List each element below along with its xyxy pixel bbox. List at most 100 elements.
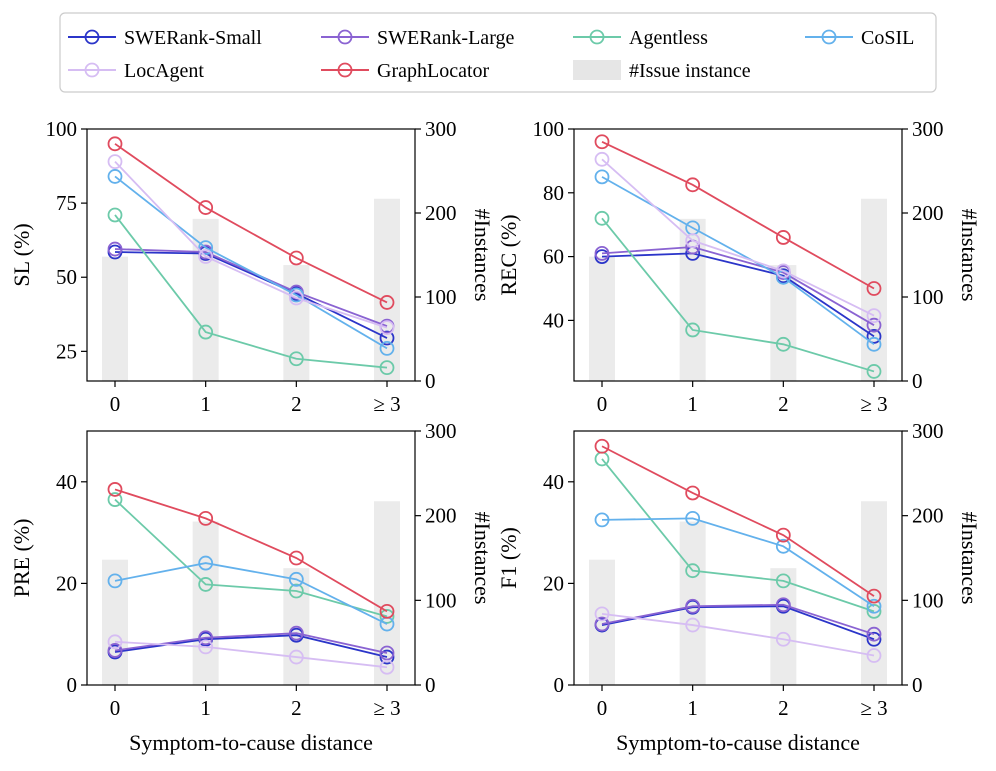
- data-point: [866, 308, 882, 324]
- instances-tick-label: 100: [425, 588, 457, 612]
- x-tick-label: 2: [291, 696, 302, 720]
- legend-label: SWERank-Large: [377, 27, 514, 49]
- series-line: [114, 562, 388, 625]
- x-tick-label: 1: [687, 696, 698, 720]
- instances-tick-label: 200: [425, 201, 457, 225]
- x-tick-label: 0: [597, 392, 608, 416]
- series-line: [601, 603, 875, 636]
- y-tick-label: 0: [67, 673, 78, 697]
- data-point: [594, 512, 610, 528]
- series-swerank-small: [594, 246, 882, 344]
- data-point: [379, 295, 395, 310]
- data-point: [288, 571, 304, 587]
- instance-bar: [861, 198, 887, 381]
- legend-entry-swerank-large: SWERank-Large: [321, 27, 514, 49]
- data-point: [775, 631, 791, 647]
- data-point: [107, 643, 123, 658]
- data-point: [288, 250, 304, 266]
- x-tick-label: 1: [687, 392, 698, 416]
- series-locagent: [594, 151, 882, 324]
- x-tick-label: ≥ 3: [860, 392, 887, 416]
- data-point: [107, 573, 123, 589]
- instance-bar: [192, 521, 219, 685]
- data-point: [594, 616, 610, 632]
- data-point: [288, 351, 304, 367]
- instance-bar: [374, 198, 400, 381]
- instances-tick-label: 300: [425, 117, 457, 141]
- instances-tick-label: 0: [425, 673, 436, 697]
- data-point: [107, 169, 123, 184]
- instance-bar: [102, 256, 128, 381]
- data-point: [594, 169, 610, 185]
- data-point: [685, 563, 701, 579]
- legend-swatch: [573, 60, 621, 80]
- panel-sl: 25 50 75 100 0 100 200 300 0 1 2 ≥ 3 SL (%) #Instance…: [9, 117, 495, 416]
- data-point: [198, 240, 214, 255]
- series-line: [601, 246, 875, 326]
- y-axis-label: F1 (%): [496, 527, 521, 589]
- data-point: [866, 626, 882, 642]
- instances-tick-label: 0: [425, 369, 436, 393]
- data-point: [198, 244, 214, 260]
- data-point: [379, 320, 395, 336]
- series-locagent: [107, 634, 395, 675]
- instance-bar: [770, 568, 797, 685]
- data-point: [775, 336, 791, 352]
- x-tick-label: 0: [110, 696, 121, 720]
- series-graphlocator: [594, 134, 882, 296]
- data-point: [288, 625, 304, 641]
- y-tick-label: 75: [56, 191, 77, 215]
- x-tick-label: 1: [200, 696, 211, 720]
- data-point: [107, 492, 123, 507]
- data-point: [288, 550, 304, 566]
- instances-tick-label: 200: [912, 504, 944, 528]
- legend-entry-agentless: Agentless: [573, 27, 708, 49]
- instance-bar: [861, 501, 887, 685]
- data-point: [775, 573, 791, 589]
- data-point: [198, 324, 214, 340]
- data-point: [775, 230, 791, 245]
- data-point: [866, 598, 882, 614]
- data-point: [379, 340, 395, 356]
- legend-marker: [337, 29, 353, 45]
- y-tick-label: 0: [554, 673, 565, 697]
- plot-frame: [573, 128, 903, 382]
- series-swerank-large: [107, 241, 395, 334]
- instances-tick-label: 300: [912, 117, 944, 141]
- plot-frame: [86, 128, 416, 382]
- x-tick-label: 0: [597, 696, 608, 720]
- legend-marker: [84, 62, 100, 78]
- series-line: [114, 498, 388, 618]
- y-axis-label: REC (%): [496, 214, 521, 295]
- series-agentless: [107, 207, 395, 376]
- data-point: [866, 648, 882, 663]
- x-tick-label: 2: [778, 696, 789, 720]
- data-point: [594, 134, 610, 150]
- instance-bar: [679, 521, 706, 685]
- plot-frame: [573, 430, 903, 686]
- y-tick-label: 40: [543, 308, 564, 332]
- series-line: [114, 175, 388, 350]
- series-line: [601, 217, 875, 373]
- series-line: [601, 517, 875, 608]
- panel-rec: 40 60 80 100 0 100 200 300 0 1 2 ≥ 3 REC (%) #Instanc…: [496, 117, 982, 416]
- legend-entry-graphlocator: GraphLocator: [321, 60, 490, 82]
- data-point: [198, 630, 214, 646]
- x-tick-label: 2: [291, 392, 302, 416]
- legend-label: CoSIL: [861, 27, 914, 49]
- data-point: [107, 154, 123, 170]
- data-point: [288, 649, 304, 665]
- data-point: [288, 583, 304, 599]
- instances-tick-label: 0: [912, 673, 923, 697]
- x-tick-label: 0: [110, 392, 121, 416]
- series-line: [601, 140, 875, 290]
- legend-marker: [337, 62, 353, 78]
- instances-axis-label: #Instances: [957, 512, 982, 605]
- series-line: [601, 612, 875, 657]
- instances-tick-label: 300: [912, 419, 944, 443]
- data-point: [685, 510, 701, 526]
- legend: SWERank-Small SWERank-Large Agentless CoSIL…: [59, 12, 937, 93]
- data-point: [107, 482, 123, 497]
- legend-label: GraphLocator: [377, 60, 490, 82]
